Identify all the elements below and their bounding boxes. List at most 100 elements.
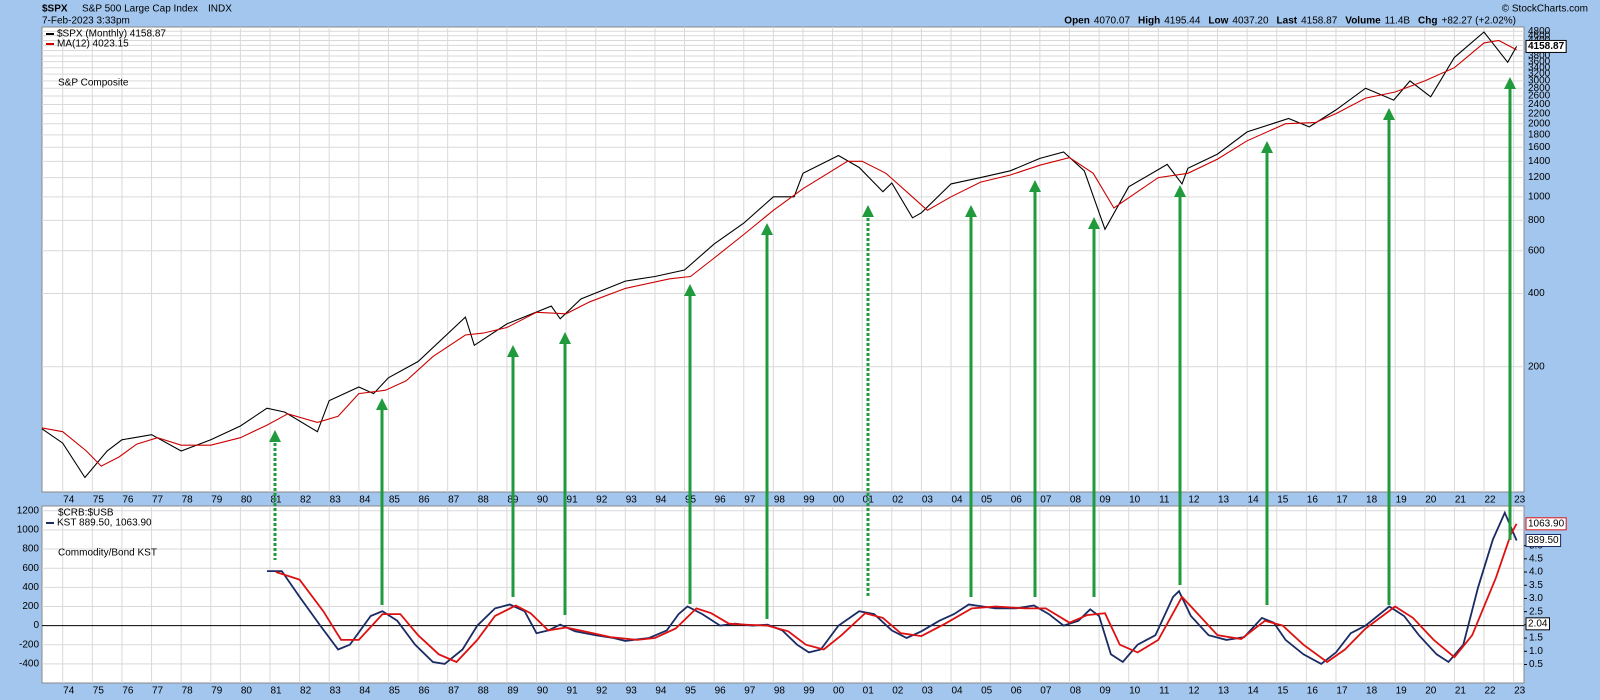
x-tick-label: 07 xyxy=(1040,686,1052,697)
x-tick-label: 80 xyxy=(241,686,253,697)
x-tick-label: 86 xyxy=(418,495,430,506)
x-tick-label: 00 xyxy=(833,686,845,697)
arrow-head xyxy=(1261,141,1273,153)
x-tick-label: 81 xyxy=(270,686,282,697)
x-tick-label: 78 xyxy=(182,495,194,506)
x-tick-label: 16 xyxy=(1307,686,1319,697)
y-tick-label: 2000 xyxy=(1528,118,1551,129)
x-tick-label: 80 xyxy=(241,495,253,506)
arrow-head xyxy=(1504,77,1516,89)
x-tick-label: 98 xyxy=(774,495,786,506)
stat-value: +82.27 (+2.02%) xyxy=(1442,16,1517,27)
x-tick-label: 10 xyxy=(1129,686,1141,697)
x-tick-label: 86 xyxy=(418,686,430,697)
y-tick-label: 3200 xyxy=(1528,69,1551,80)
x-tick-label: 19 xyxy=(1396,495,1408,506)
copyright: © StockCharts.com xyxy=(1502,4,1588,15)
y-tick-label: 4600 xyxy=(1528,30,1551,41)
x-tick-label: 15 xyxy=(1277,686,1289,697)
x-tick-label: 79 xyxy=(211,495,223,506)
y2-tick-label: 1.0 xyxy=(1529,646,1543,657)
y-tick-label: 4800 xyxy=(1528,26,1551,37)
x-tick-label: 82 xyxy=(300,686,312,697)
arrow-head xyxy=(507,345,519,357)
value-box-label: 1063.90 xyxy=(1528,518,1565,529)
x-tick-label: 09 xyxy=(1100,495,1112,506)
y-tick-label: -200 xyxy=(19,639,39,650)
y-tick-label: 1000 xyxy=(1528,191,1551,202)
legend-label: 1063.90 xyxy=(115,518,152,529)
y-tick-label: 200 xyxy=(22,601,39,612)
series-line xyxy=(275,523,1518,664)
symbol: $SPX xyxy=(42,4,68,15)
y-tick-label: 1000 xyxy=(17,525,40,536)
y2-tick-label: 3.0 xyxy=(1529,593,1543,604)
y2-tick-label: 3.5 xyxy=(1529,580,1543,591)
x-tick-label: 96 xyxy=(715,495,727,506)
y2-tick-label: 4.5 xyxy=(1529,553,1543,564)
x-tick-label: 77 xyxy=(152,686,164,697)
x-tick-label: 79 xyxy=(211,686,223,697)
x-tick-label: 21 xyxy=(1455,495,1467,506)
stat-label: High xyxy=(1138,16,1160,27)
x-tick-label: 18 xyxy=(1366,495,1378,506)
x-tick-label: 03 xyxy=(922,686,934,697)
x-tick-label: 02 xyxy=(892,495,904,506)
x-tick-label: 09 xyxy=(1100,686,1112,697)
value-box xyxy=(1525,39,1567,53)
arrow-head xyxy=(1174,185,1186,197)
y-tick-label: 1200 xyxy=(1528,172,1551,183)
x-tick-label: 83 xyxy=(330,495,342,506)
y-tick-label: 1400 xyxy=(1528,156,1551,167)
y-tick-label: 3600 xyxy=(1528,56,1551,67)
x-tick-label: 88 xyxy=(478,686,490,697)
x-tick-label: 78 xyxy=(182,686,194,697)
y-tick-label: 600 xyxy=(22,563,39,574)
x-tick-label: 17 xyxy=(1336,686,1348,697)
x-tick-label: 99 xyxy=(803,686,815,697)
y2-tick-label: 2.5 xyxy=(1529,606,1543,617)
x-tick-label: 15 xyxy=(1277,495,1289,506)
stat-label: Last xyxy=(1277,16,1298,27)
legend-label: $SPX (Monthly) 4158.87 xyxy=(57,29,166,40)
x-tick-label: 91 xyxy=(567,495,579,506)
stat-label: Open xyxy=(1064,16,1090,27)
x-tick-label: 23 xyxy=(1514,495,1526,506)
exchange: INDX xyxy=(208,4,232,15)
x-tick-label: 21 xyxy=(1455,686,1467,697)
y2-tick-label: 4.0 xyxy=(1529,567,1543,578)
x-tick-label: 85 xyxy=(389,495,401,506)
stat-value: 4037.20 xyxy=(1232,16,1269,27)
x-tick-label: 82 xyxy=(300,495,312,506)
value-box-label: 4158.87 xyxy=(1528,41,1565,52)
y-tick-label: 800 xyxy=(1528,215,1545,226)
x-tick-label: 00 xyxy=(833,495,845,506)
arrow-head xyxy=(269,430,281,442)
x-tick-label: 18 xyxy=(1366,686,1378,697)
arrow-head xyxy=(862,205,874,217)
stat-value: 4070.07 xyxy=(1094,16,1131,27)
x-tick-label: 90 xyxy=(537,686,549,697)
y-tick-label: 3400 xyxy=(1528,62,1551,73)
x-tick-label: 87 xyxy=(448,686,460,697)
x-tick-label: 01 xyxy=(863,686,875,697)
x-tick-label: 03 xyxy=(922,495,934,506)
y-tick-label: 1200 xyxy=(17,505,40,516)
x-tick-label: 20 xyxy=(1425,686,1437,697)
x-tick-label: 77 xyxy=(152,495,164,506)
x-tick-label: 06 xyxy=(1011,495,1023,506)
x-tick-label: 94 xyxy=(655,686,667,697)
stat-value: 4195.44 xyxy=(1164,16,1201,27)
x-tick-label: 99 xyxy=(803,495,815,506)
x-tick-label: 93 xyxy=(626,686,638,697)
series-line xyxy=(41,31,1518,479)
x-tick-label: 16 xyxy=(1307,495,1319,506)
x-tick-label: 22 xyxy=(1484,495,1496,506)
x-tick-label: 11 xyxy=(1159,495,1170,506)
x-tick-label: 22 xyxy=(1484,686,1496,697)
x-tick-label: 85 xyxy=(389,686,401,697)
x-tick-label: 74 xyxy=(63,686,75,697)
x-tick-label: 13 xyxy=(1218,686,1230,697)
x-tick-label: 19 xyxy=(1396,686,1408,697)
